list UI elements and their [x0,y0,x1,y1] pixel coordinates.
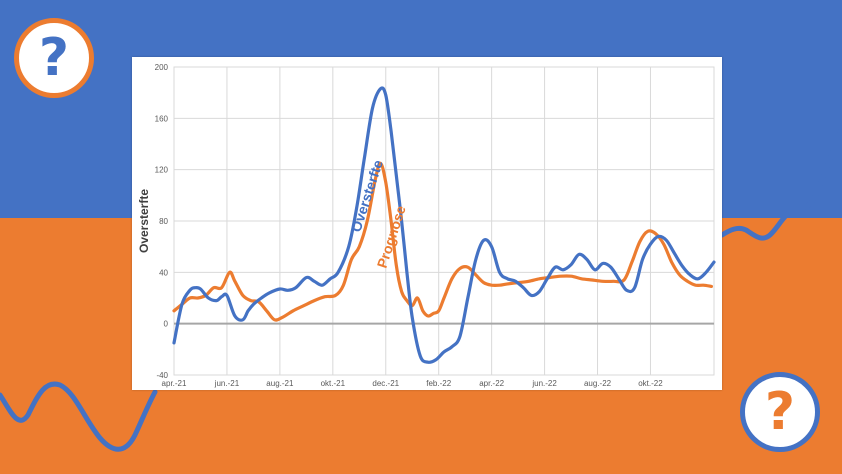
y-tick-label: 160 [155,114,169,123]
plot-border [173,66,715,376]
question-mark-icon: ? [764,382,796,442]
series-line-prognose [172,161,713,322]
y-axis-title: Oversterfte [137,189,151,253]
chart-panel: -40 0 40 80 120 160 200 apr.-21 jun.-21 aug.-21 o… [132,57,722,390]
x-tick-label: jun.-22 [531,379,557,388]
x-tick-label: aug.-22 [584,379,612,388]
x-tick-label: apr.-22 [479,379,504,388]
x-tick-label: dec.-21 [372,379,399,388]
decorative-line-left [0,381,158,452]
chart-grid [173,66,715,376]
y-tick-label: 40 [159,268,168,277]
x-tick-label: okt.-21 [321,379,346,388]
question-mark-icon: ? [38,28,70,88]
x-tick-label: feb.-22 [426,379,451,388]
y-tick-label: 120 [155,166,169,175]
series-layer [172,86,716,364]
y-tick-label: 200 [155,63,169,72]
y-tick-label: 80 [159,217,168,226]
excess-mortality-chart: -40 0 40 80 120 160 200 apr.-21 jun.-21 aug.-21 o… [137,63,716,388]
y-axis-ticks: -40 0 40 80 120 160 200 [155,63,169,380]
x-tick-label: okt.-22 [638,379,663,388]
x-tick-label: aug.-21 [266,379,294,388]
question-mark-badge-bottom: ? [740,372,820,452]
x-tick-label: jun.-21 [214,379,240,388]
y-tick-label: -40 [156,371,168,380]
question-mark-badge-top: ? [14,18,94,98]
series-line-oversterfte [172,86,716,364]
y-tick-label: 0 [164,320,169,329]
decorative-line-right [719,125,842,241]
x-axis-ticks: apr.-21 jun.-21 aug.-21 okt.-21 dec.-21 feb.-… [162,379,664,388]
x-tick-label: apr.-21 [162,379,187,388]
